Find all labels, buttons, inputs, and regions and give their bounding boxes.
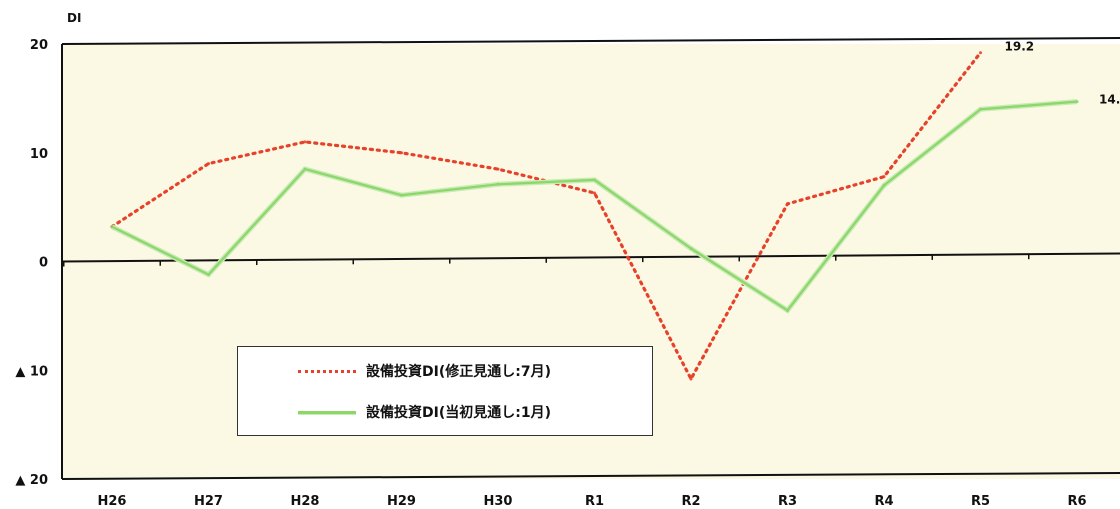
- data-point-initial: [593, 178, 596, 182]
- plot-bottom-border: [61, 472, 1120, 480]
- data-point-initial: [303, 167, 307, 171]
- data-label-revised: 19.2: [1005, 40, 1035, 54]
- y-tick-label: 10: [30, 147, 48, 162]
- x-tick-label: R2: [681, 494, 700, 509]
- x-tick-label: R1: [585, 494, 604, 509]
- x-tick-label: H27: [194, 494, 223, 509]
- legend-swatch-revised: [298, 369, 356, 373]
- legend-item-revised: 設備投資DI(修正見通し:7月): [298, 361, 551, 381]
- y-axis-label: DI: [67, 11, 81, 25]
- data-point-revised: [882, 175, 886, 179]
- data-point-initial: [786, 308, 789, 312]
- data-point-revised: [689, 377, 693, 381]
- x-tick-label: R6: [1067, 494, 1086, 509]
- x-tick-label: H26: [98, 494, 127, 509]
- x-tick-label: H28: [291, 494, 320, 509]
- x-tick-label: R5: [971, 494, 990, 509]
- y-tick-label: ▲ 20: [15, 473, 48, 488]
- data-point-initial: [496, 182, 500, 186]
- x-tick-label: R3: [778, 494, 797, 509]
- legend-swatch-initial: [298, 410, 356, 414]
- data-point-initial: [1075, 100, 1079, 104]
- x-tick-label: H30: [484, 494, 513, 509]
- data-point-revised: [303, 140, 307, 144]
- data-point-initial: [979, 107, 982, 111]
- plot-top-border: [61, 37, 1120, 45]
- data-label-initial: 14.1: [1099, 93, 1120, 107]
- x-tick-label: H29: [387, 494, 416, 509]
- y-tick-label: 20: [30, 38, 48, 53]
- legend: 設備投資DI(修正見通し:7月) 設備投資DI(当初見通し:1月): [237, 346, 653, 436]
- data-point-initial: [882, 183, 886, 187]
- x-tick-label: R4: [874, 494, 893, 509]
- y-tick-label: ▲ 10: [15, 364, 48, 379]
- data-point-revised: [207, 162, 210, 166]
- data-point-revised: [786, 202, 789, 206]
- legend-item-initial: 設備投資DI(当初見通し:1月): [298, 402, 551, 422]
- data-point-revised: [400, 151, 403, 155]
- series-line-revised: [110, 51, 983, 383]
- data-point-initial: [110, 225, 114, 229]
- data-point-revised: [496, 167, 500, 171]
- legend-label-revised: 設備投資DI(修正見通し:7月): [366, 364, 551, 380]
- data-point-revised: [593, 191, 596, 195]
- legend-label-initial: 設備投資DI(当初見通し:1月): [366, 405, 551, 421]
- data-point-initial: [207, 273, 210, 277]
- data-point-initial: [689, 246, 693, 250]
- data-point-revised: [979, 51, 982, 55]
- zero-axis-line: [61, 252, 1120, 263]
- data-point-initial: [400, 193, 403, 197]
- y-tick-label: 0: [39, 256, 48, 271]
